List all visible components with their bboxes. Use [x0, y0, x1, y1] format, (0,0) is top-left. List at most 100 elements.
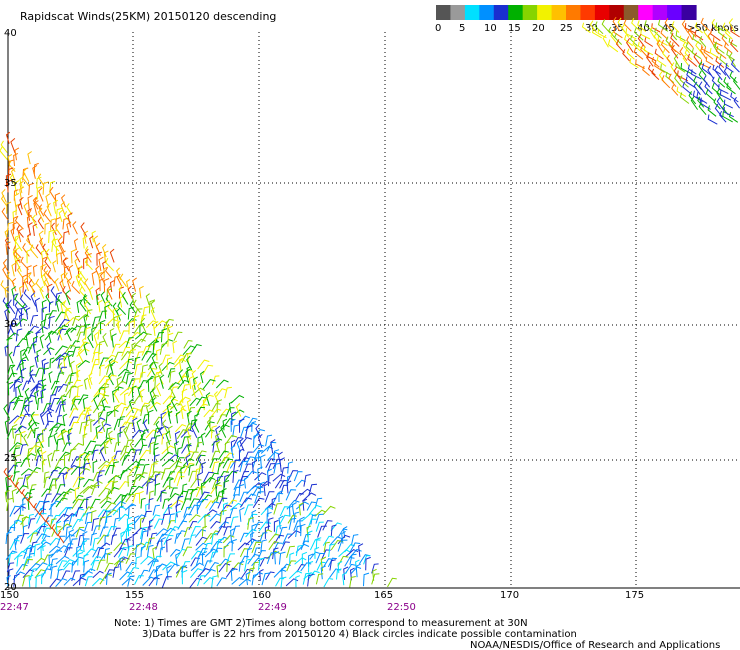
wind-barb [176, 476, 185, 487]
wind-barb [257, 466, 263, 481]
wind-barb [700, 17, 710, 32]
wind-barb [139, 444, 148, 455]
wind-barb [75, 362, 82, 378]
wind-barb [97, 299, 103, 313]
wind-barb [161, 325, 170, 336]
wind-barb [6, 221, 14, 236]
wind-barb [216, 414, 227, 425]
wind-barb [193, 376, 198, 390]
wind-barb [136, 418, 142, 434]
wind-barb [97, 509, 108, 518]
wind-barb [83, 230, 89, 244]
wind-barb [278, 526, 288, 539]
wind-barb [25, 332, 31, 347]
wind-barb [58, 451, 71, 462]
wind-barb [730, 92, 739, 103]
wind-barb [12, 471, 20, 482]
wind-barb [118, 513, 130, 522]
wind-barb [285, 489, 297, 501]
wind-barb [306, 501, 316, 511]
wind-barb [62, 562, 74, 571]
wind-barb [55, 207, 63, 222]
wind-barb [3, 467, 11, 481]
wind-barb [149, 361, 156, 376]
wind-barb [188, 514, 201, 523]
wind-barb [43, 270, 50, 286]
wind-barb [133, 308, 143, 320]
wind-barb [41, 568, 52, 579]
wind-barb [123, 426, 129, 440]
wind-barb [45, 193, 51, 208]
wind-barb [43, 471, 50, 483]
wind-barb [266, 552, 277, 565]
wind-barb [118, 416, 125, 428]
wind-barb [189, 488, 198, 501]
wind-barb [229, 459, 241, 469]
wind-barb [104, 562, 114, 573]
wind-barb [87, 377, 92, 389]
wind-barb [36, 525, 47, 536]
wind-barb [36, 176, 42, 189]
wind-barb [146, 481, 154, 495]
wind-barb [726, 50, 736, 61]
wind-barb [211, 402, 221, 412]
wind-barb [27, 194, 33, 210]
wind-barb [713, 98, 721, 110]
wind-barb [98, 340, 106, 355]
wind-barb [71, 570, 81, 582]
wind-barb [711, 18, 719, 31]
wind-barb [64, 308, 70, 322]
map-title: Rapidscat Winds(25KM) 20150120 descendin… [20, 10, 276, 23]
wind-barb [28, 209, 37, 223]
wind-barb [63, 350, 74, 362]
wind-barb [154, 375, 161, 390]
wind-barb [118, 547, 129, 558]
wind-barb [125, 415, 136, 426]
wind-barb [92, 537, 100, 550]
wind-barb [228, 401, 234, 413]
wind-barb [295, 575, 301, 588]
wind-barb [252, 571, 263, 580]
wind-barb [41, 384, 47, 398]
wind-barb [238, 475, 248, 489]
color-scale-swatch [450, 5, 466, 20]
wind-barb [682, 81, 693, 95]
lon-label-170: 170 [500, 590, 519, 601]
wind-barb [696, 91, 708, 104]
wind-barb [12, 345, 20, 357]
wind-barb [224, 418, 235, 427]
wind-barb [79, 573, 86, 586]
wind-barb [120, 445, 130, 455]
wind-barb [302, 498, 308, 511]
wind-barb [239, 437, 252, 447]
wind-barb [166, 538, 172, 553]
wind-barb [183, 462, 195, 474]
wind-barb [715, 45, 727, 59]
time-label-2249: 22:49 [258, 602, 287, 613]
wind-barb [93, 332, 99, 347]
wind-barb [30, 292, 37, 307]
wind-barb [633, 27, 644, 41]
wind-barb [594, 21, 604, 35]
wind-barb [288, 570, 303, 579]
wind-barb [175, 552, 181, 567]
color-scale-swatch [551, 5, 567, 20]
wind-barb [150, 300, 155, 314]
wind-barb [14, 147, 20, 161]
wind-barb [84, 511, 93, 524]
wind-barb [20, 468, 33, 476]
wind-barb [33, 200, 39, 216]
wind-barb [67, 432, 72, 446]
wind-barb [728, 37, 738, 47]
wind-barb [76, 384, 84, 398]
wind-barb [224, 470, 238, 481]
wind-barb [88, 372, 93, 386]
wind-barb [82, 478, 94, 488]
wind-barb [266, 441, 277, 452]
wind-barb [92, 417, 106, 426]
wind-barb [613, 27, 623, 39]
wind-barb [62, 442, 72, 453]
wind-barb [37, 217, 45, 230]
wind-barb [98, 487, 111, 497]
wind-barb [274, 534, 285, 545]
